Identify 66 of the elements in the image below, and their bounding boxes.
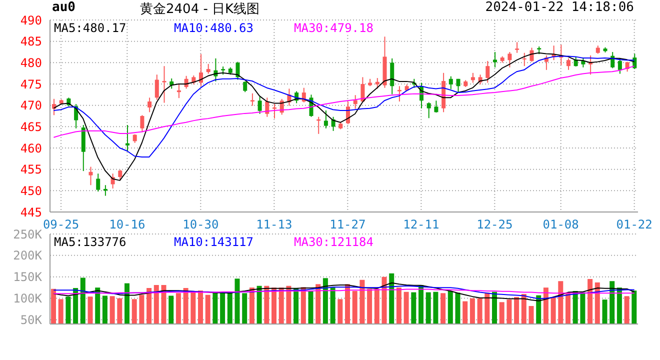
y-tick-label: 455 xyxy=(20,162,42,177)
candlestick xyxy=(434,100,438,114)
candlestick xyxy=(515,42,520,54)
text: MA30:121184 xyxy=(294,235,374,249)
candlestick xyxy=(486,60,490,84)
candlestick xyxy=(243,80,248,93)
candlestick xyxy=(118,169,122,181)
y-tick-label: 465 xyxy=(20,120,42,134)
line-series xyxy=(53,285,635,300)
y-tick-label: 450 xyxy=(20,184,42,198)
candlestick xyxy=(324,110,328,129)
candlestick xyxy=(456,78,460,94)
y-tick-label: 250K xyxy=(13,227,43,242)
candlestick xyxy=(448,76,453,90)
candlestick xyxy=(258,96,262,114)
y-tick-label: 490 xyxy=(20,13,42,28)
text: MA30:479.18 xyxy=(294,21,374,35)
y-tick-label: 445 xyxy=(20,205,42,220)
x-tick-label: 01-22 xyxy=(616,218,652,232)
candlestick xyxy=(154,74,159,100)
candlestick xyxy=(96,173,100,192)
x-tick-label: 12-11 xyxy=(403,218,440,232)
candlestick xyxy=(250,92,254,106)
text: MA10:143117 xyxy=(174,235,254,249)
candlestick xyxy=(206,63,210,74)
y-tick-label: 475 xyxy=(20,77,42,92)
text: MA5:480.17 xyxy=(54,21,126,35)
candlestick xyxy=(618,58,622,74)
candlestick xyxy=(493,52,497,68)
y-tick-label: 480 xyxy=(20,56,42,70)
chart-title: 黄金2404 - 日K线图 xyxy=(140,1,260,18)
y-tick-label: 200K xyxy=(13,248,43,263)
text: MA5:133776 xyxy=(54,235,126,249)
y-tick-label: 470 xyxy=(20,98,42,113)
candlestick xyxy=(126,124,130,152)
candlestick xyxy=(162,66,166,104)
x-tick-label: 10-16 xyxy=(109,218,146,232)
x-tick-label: 11-27 xyxy=(330,218,366,232)
candlestick xyxy=(566,58,570,70)
candlestick xyxy=(470,72,475,84)
candlestick xyxy=(426,102,431,119)
y-tick-label: 100K xyxy=(13,292,43,306)
candlestick xyxy=(508,52,512,68)
y-tick-label: 150K xyxy=(13,270,43,284)
text: au0 xyxy=(52,0,76,15)
candlestick xyxy=(236,61,240,80)
candlestick xyxy=(148,97,152,113)
candlestick xyxy=(522,52,526,67)
y-tick-label: 460 xyxy=(20,141,42,156)
x-tick-label: 12-25 xyxy=(476,218,513,232)
y-tick-label: 485 xyxy=(20,34,42,49)
candlestick xyxy=(375,78,380,90)
candlestick xyxy=(360,76,365,103)
candlestick xyxy=(390,58,394,95)
candlestick xyxy=(397,86,402,102)
x-tick-label: 01-08 xyxy=(542,218,579,232)
x-tick-label: 10-30 xyxy=(182,218,219,232)
y-tick-label: 50K xyxy=(20,312,43,327)
text: MA10:480.63 xyxy=(174,21,254,35)
candlestick xyxy=(353,94,358,110)
candlestick xyxy=(140,114,144,133)
x-tick-label: 11-13 xyxy=(256,218,292,232)
candlestick xyxy=(88,166,93,186)
line-series xyxy=(53,282,635,302)
text: 2024-01-22 14:18:06 xyxy=(485,0,634,15)
x-tick-label: 09-25 xyxy=(42,218,80,232)
